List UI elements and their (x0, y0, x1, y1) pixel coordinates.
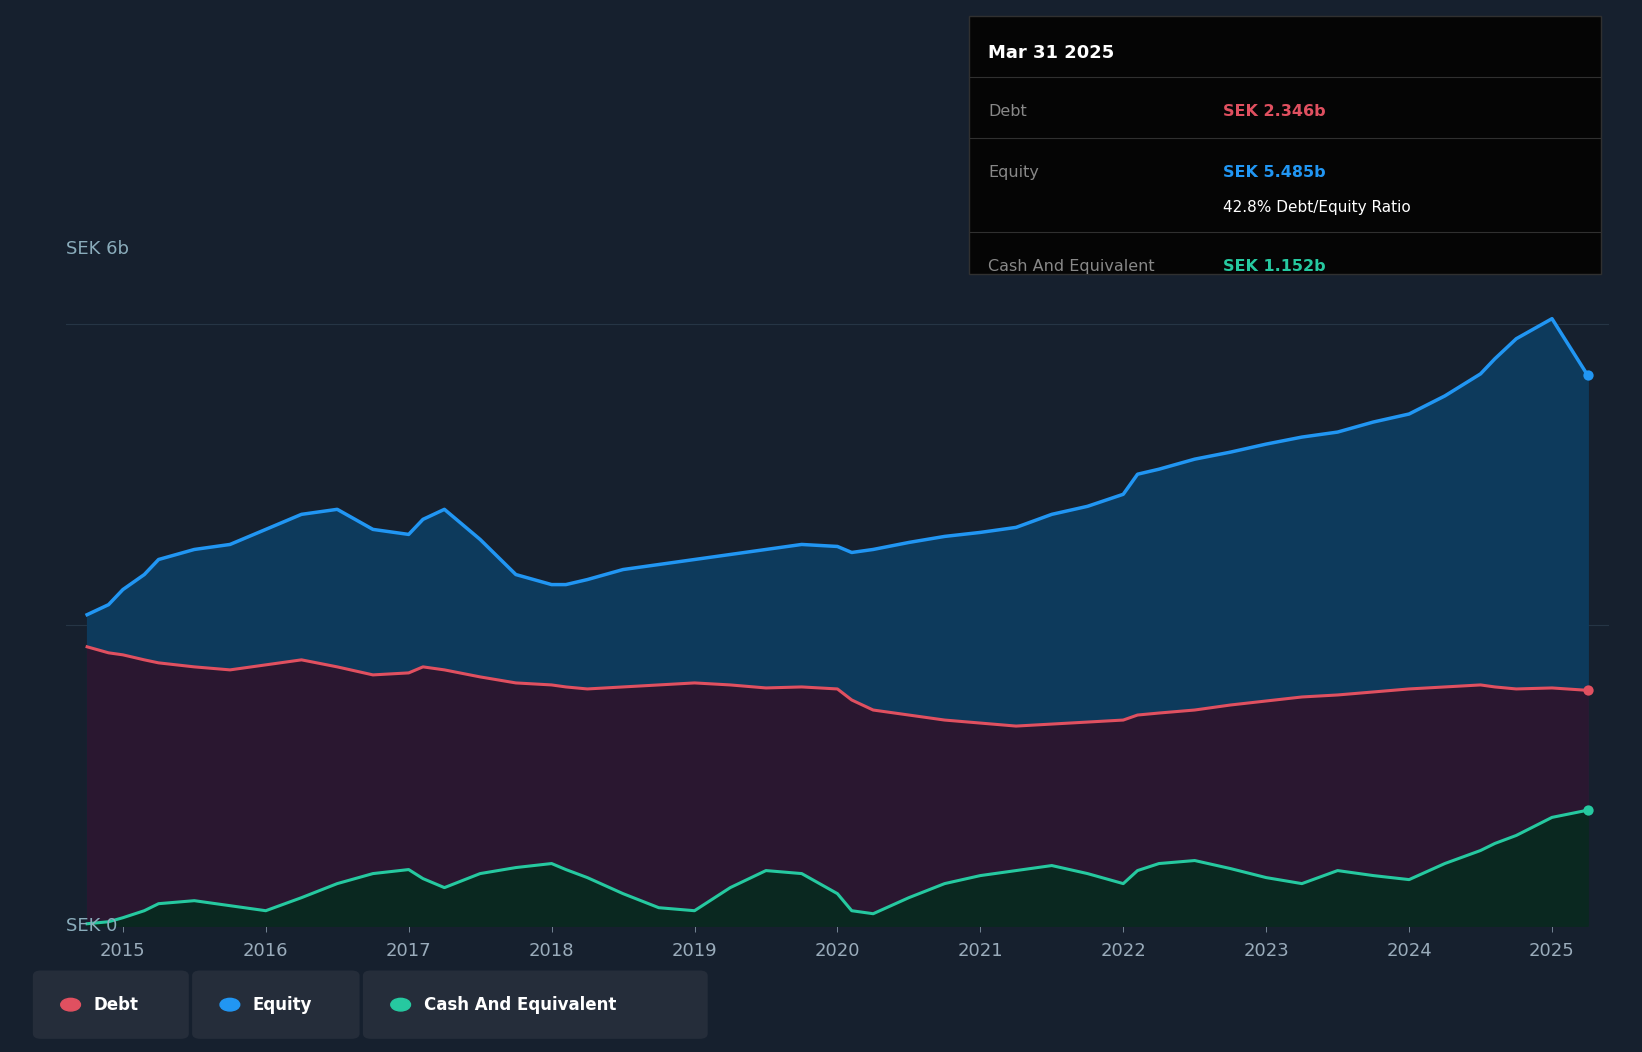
Text: SEK 5.485b: SEK 5.485b (1223, 165, 1327, 180)
Text: SEK 2.346b: SEK 2.346b (1223, 104, 1327, 119)
Point (1575, 802, 1601, 818)
Text: Debt: Debt (94, 995, 138, 1014)
Text: SEK 6b: SEK 6b (66, 240, 128, 258)
Text: SEK 0: SEK 0 (66, 917, 117, 935)
Text: Debt: Debt (988, 104, 1028, 119)
Point (1575, 367, 1601, 384)
Point (1575, 682, 1601, 699)
Text: Equity: Equity (253, 995, 312, 1014)
Text: Cash And Equivalent: Cash And Equivalent (424, 995, 616, 1014)
Text: SEK 1.152b: SEK 1.152b (1223, 259, 1327, 274)
Text: Cash And Equivalent: Cash And Equivalent (988, 259, 1154, 274)
Text: 42.8% Debt/Equity Ratio: 42.8% Debt/Equity Ratio (1223, 200, 1410, 215)
Text: Mar 31 2025: Mar 31 2025 (988, 43, 1115, 62)
Text: Equity: Equity (988, 165, 1039, 180)
